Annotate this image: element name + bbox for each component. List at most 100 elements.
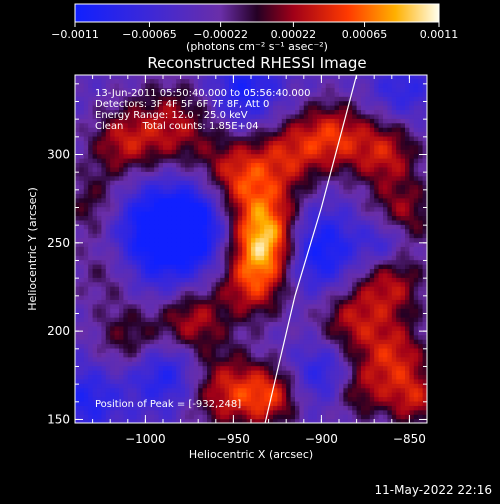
heatmap-cell <box>229 189 234 194</box>
heatmap-cell <box>335 207 340 212</box>
heatmap-cell <box>335 286 340 291</box>
heatmap-cell <box>159 264 164 269</box>
heatmap-cell <box>84 366 89 371</box>
heatmap-cell <box>247 330 252 335</box>
heatmap-cell <box>304 317 309 322</box>
heatmap-cell <box>150 246 155 251</box>
heatmap-cell <box>128 352 133 357</box>
heatmap-cell <box>207 132 212 137</box>
heatmap-cell <box>339 357 344 362</box>
heatmap-cell <box>93 140 98 145</box>
heatmap-cell <box>220 348 225 353</box>
heatmap-cell <box>247 220 252 225</box>
heatmap-cell <box>343 397 348 402</box>
heatmap-cell <box>194 313 199 318</box>
heatmap-cell <box>172 215 177 220</box>
heatmap-cell <box>308 123 313 128</box>
heatmap-cell <box>119 277 124 282</box>
heatmap-cell <box>141 370 146 375</box>
heatmap-cell <box>295 211 300 216</box>
heatmap-cell <box>132 295 137 300</box>
heatmap-cell <box>79 260 84 265</box>
heatmap-cell <box>339 109 344 114</box>
heatmap-cell <box>348 251 353 256</box>
heatmap-cell <box>282 277 287 282</box>
heatmap-cell <box>101 414 106 419</box>
heatmap-cell <box>291 273 296 278</box>
heatmap-cell <box>220 176 225 181</box>
heatmap-cell <box>242 264 247 269</box>
heatmap-cell <box>141 308 146 313</box>
heatmap-cell <box>189 308 194 313</box>
heatmap-cell <box>326 339 331 344</box>
heatmap-cell <box>242 352 247 357</box>
heatmap-cell <box>176 304 181 309</box>
heatmap-cell <box>229 286 234 291</box>
heatmap-cell <box>273 211 278 216</box>
heatmap-cell <box>220 233 225 238</box>
heatmap-cell <box>172 202 177 207</box>
heatmap-cell <box>198 383 203 388</box>
heatmap-cell <box>304 397 309 402</box>
heatmap-cell <box>269 180 274 185</box>
heatmap-cell <box>97 260 102 265</box>
heatmap-cell <box>185 317 190 322</box>
heatmap-cell <box>286 304 291 309</box>
heatmap-cell <box>132 260 137 265</box>
heatmap-cell <box>295 207 300 212</box>
heatmap-cell <box>97 295 102 300</box>
heatmap-cell <box>172 268 177 273</box>
heatmap-cell <box>207 158 212 163</box>
heatmap-cell <box>326 229 331 234</box>
heatmap-cell <box>132 414 137 419</box>
heatmap-cell <box>115 321 120 326</box>
heatmap-cell <box>273 105 278 110</box>
heatmap-cell <box>348 109 353 114</box>
heatmap-cell <box>286 167 291 172</box>
heatmap-cell <box>264 339 269 344</box>
heatmap-cell <box>229 211 234 216</box>
heatmap-cell <box>255 260 260 265</box>
heatmap-cell <box>181 176 186 181</box>
heatmap-cell <box>194 167 199 172</box>
heatmap-cell <box>110 246 115 251</box>
heatmap-cell <box>84 127 89 132</box>
heatmap-cell <box>277 171 282 176</box>
heatmap-cell <box>291 379 296 384</box>
heatmap-cell <box>238 282 243 287</box>
heatmap-cell <box>291 132 296 137</box>
heatmap-cell <box>304 321 309 326</box>
heatmap-cell <box>176 145 181 150</box>
heatmap-cell <box>137 357 142 362</box>
heatmap-cell <box>295 149 300 154</box>
heatmap-cell <box>286 185 291 190</box>
heatmap-cell <box>159 295 164 300</box>
heatmap-cell <box>163 304 168 309</box>
heatmap-cell <box>97 242 102 247</box>
heatmap-cell <box>198 370 203 375</box>
heatmap-cell <box>106 414 111 419</box>
heatmap-cell <box>167 242 172 247</box>
heatmap-cell <box>264 357 269 362</box>
heatmap-cell <box>207 145 212 150</box>
heatmap-cell <box>308 277 313 282</box>
heatmap-cell <box>88 224 93 229</box>
heatmap-cell <box>150 379 155 384</box>
heatmap-cell <box>282 118 287 123</box>
heatmap-cell <box>75 374 80 379</box>
heatmap-cell <box>255 313 260 318</box>
heatmap-cell <box>93 339 98 344</box>
heatmap-cell <box>207 410 212 415</box>
heatmap-cell <box>119 180 124 185</box>
heatmap-cell <box>299 357 304 362</box>
heatmap-cell <box>260 211 265 216</box>
heatmap-cell <box>251 374 256 379</box>
heatmap-cell <box>335 379 340 384</box>
heatmap-cell <box>101 291 106 296</box>
heatmap-cell <box>93 79 98 84</box>
heatmap-cell <box>339 87 344 92</box>
heatmap-cell <box>264 299 269 304</box>
heatmap-cell <box>229 361 234 366</box>
heatmap-cell <box>75 198 80 203</box>
heatmap-cell <box>277 149 282 154</box>
